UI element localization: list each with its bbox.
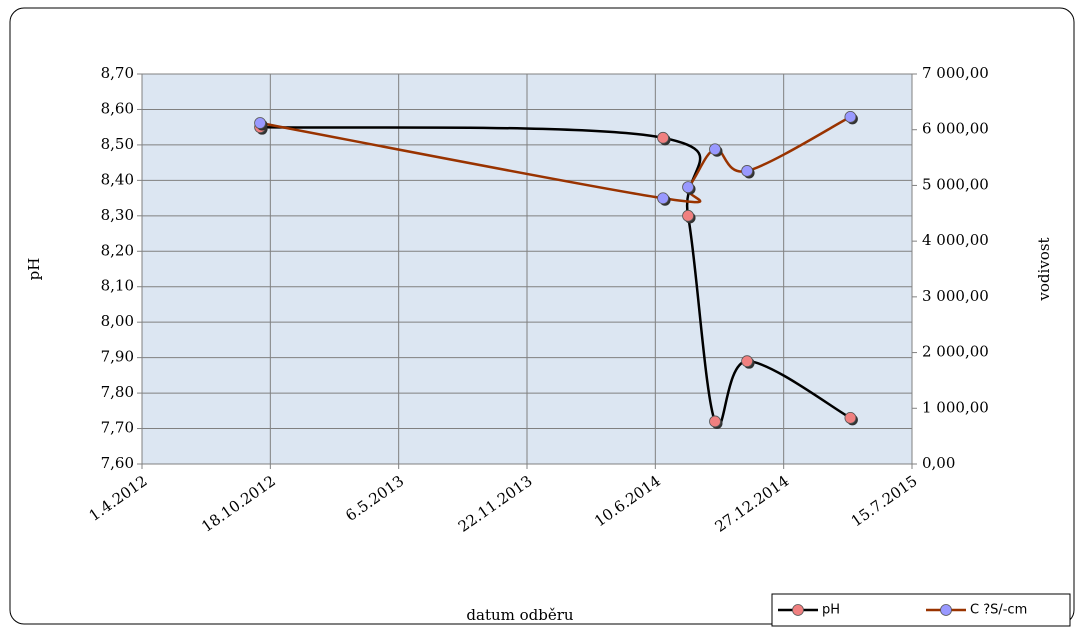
data-point <box>844 111 857 123</box>
y-tick-label: 8,60 <box>101 99 134 117</box>
y-tick-label: 7,80 <box>101 383 134 401</box>
data-point <box>682 181 694 194</box>
y2-tick-label: 7 000,00 <box>922 64 989 82</box>
y2-tick-label: 3 000,00 <box>922 287 989 305</box>
y-tick-label: 8,70 <box>101 64 134 82</box>
y-tick-label: 8,30 <box>101 206 134 224</box>
y2-tick-label: 0,00 <box>922 454 955 472</box>
data-point <box>657 131 669 144</box>
data-point <box>657 192 669 205</box>
x-axis-title: datum odběru <box>466 606 574 624</box>
y-tick-label: 7,90 <box>101 348 134 366</box>
y2-axis-title: vodivost <box>1035 237 1053 301</box>
y-tick-label: 8,40 <box>101 170 134 188</box>
data-point <box>682 209 694 222</box>
y-tick-label: 8,50 <box>101 135 134 153</box>
y-axis-title: pH <box>25 258 43 281</box>
data-point <box>844 412 857 424</box>
legend-label: pH <box>822 603 840 618</box>
legend-marker <box>940 604 952 616</box>
y-tick-label: 8,20 <box>101 241 134 259</box>
y2-tick-label: 6 000,00 <box>922 120 989 138</box>
y2-tick-label: 2 000,00 <box>922 343 989 361</box>
y-tick-label: 8,10 <box>101 277 134 295</box>
legend-label: C ?S/-cm <box>970 603 1027 618</box>
data-point <box>254 117 266 129</box>
data-point <box>709 415 721 428</box>
data-point <box>741 165 753 177</box>
legend-marker <box>792 604 804 616</box>
legend-box <box>771 593 1071 627</box>
y-tick-label: 7,60 <box>101 454 134 472</box>
y-tick-label: 7,70 <box>101 419 134 437</box>
y-tick-label: 8,00 <box>101 312 134 330</box>
y2-tick-label: 4 000,00 <box>922 231 989 249</box>
y2-tick-label: 5 000,00 <box>922 175 989 193</box>
data-point <box>741 355 753 368</box>
data-point <box>709 143 721 156</box>
y2-tick-label: 1 000,00 <box>922 398 989 416</box>
